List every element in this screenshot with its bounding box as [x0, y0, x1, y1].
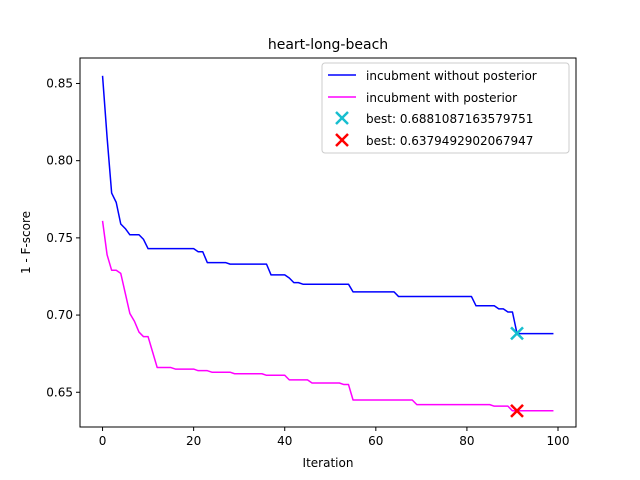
legend-label-best-2: best: 0.6379492902067947 [366, 134, 533, 148]
legend-marker-1 [335, 111, 349, 125]
x-tick-label: 20 [186, 434, 201, 448]
y-tick-label: 0.80 [46, 154, 73, 168]
legend-label-best-1: best: 0.6881087163579751 [366, 112, 533, 126]
marker-layer [510, 326, 524, 418]
x-tick-label: 60 [368, 434, 383, 448]
x-tick-label: 100 [547, 434, 570, 448]
plot-area [79, 57, 577, 428]
legend: incubment without posterior incubment wi… [321, 62, 570, 154]
legend-box [321, 62, 570, 154]
y-axis-ticks: 0.65 0.70 0.75 0.80 0.85 [46, 76, 80, 399]
y-tick-label: 0.85 [46, 76, 73, 90]
legend-swatch-best-1 [335, 111, 349, 125]
y-tick-label: 0.75 [46, 231, 73, 245]
best-marker-2-stroke-b [510, 403, 524, 418]
legend-label-series-2: incubment with posterior [366, 91, 517, 105]
series-line-1 [101, 75, 554, 335]
best-marker-1-stroke-b [510, 326, 524, 341]
x-axis-label: Iteration [303, 456, 354, 470]
y-tick-label: 0.65 [46, 385, 73, 399]
x-axis-ticks: 0 20 40 60 80 100 [99, 427, 570, 448]
series-line-2 [101, 220, 554, 412]
chart-title: heart-long-beach [268, 37, 388, 53]
y-axis-label: 1 - F-score [19, 211, 33, 274]
legend-marker-1-stroke-b [335, 111, 349, 125]
series-layer [101, 75, 554, 412]
y-tick-label: 0.70 [46, 308, 73, 322]
best-marker-2 [510, 403, 524, 418]
x-tick-label: 80 [459, 434, 474, 448]
axes-frame [79, 57, 577, 428]
legend-label-series-1: incubment without posterior [366, 69, 537, 83]
x-tick-label: 0 [99, 434, 107, 448]
legend-marker-2-stroke-b [335, 133, 349, 147]
legend-swatch-best-2 [335, 133, 349, 147]
x-tick-label: 40 [277, 434, 292, 448]
best-marker-1 [510, 326, 524, 341]
legend-marker-2 [335, 133, 349, 147]
